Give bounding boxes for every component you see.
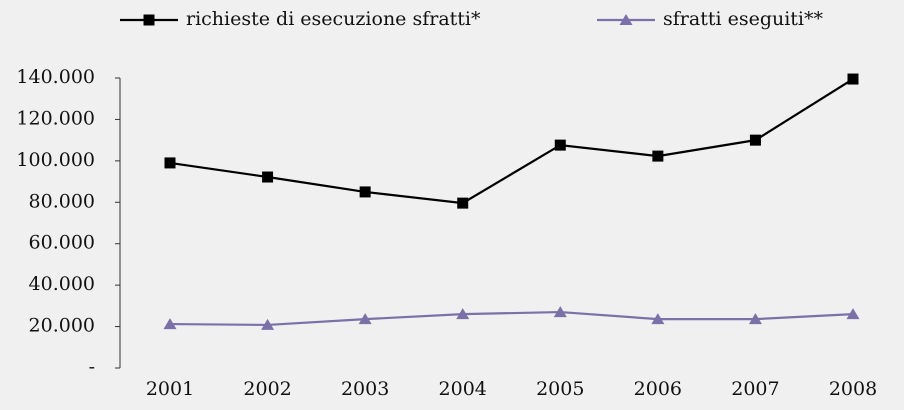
series-line xyxy=(169,78,854,205)
y-tick-label: 120.000 xyxy=(16,107,95,129)
y-tick-label: 140.000 xyxy=(16,66,95,88)
legend-label: sfratti eseguiti** xyxy=(663,8,824,30)
marker xyxy=(163,318,177,330)
y-tick-label: 100.000 xyxy=(16,149,95,171)
x-tick-label: 2002 xyxy=(243,378,291,400)
marker xyxy=(164,157,176,169)
legend-label: richieste di esecuzione sfratti* xyxy=(186,8,481,30)
x-tick-label: 2003 xyxy=(341,378,389,400)
y-tick-label: 20.000 xyxy=(29,315,95,337)
marker xyxy=(261,318,275,330)
x-tick-label: 2007 xyxy=(731,378,779,400)
marker xyxy=(847,73,859,85)
x-tick-label: 2001 xyxy=(146,378,194,400)
series-line xyxy=(169,310,854,327)
marker xyxy=(651,313,665,325)
marker xyxy=(846,308,860,320)
marker xyxy=(456,308,470,320)
y-tick-label: 80.000 xyxy=(29,190,95,212)
x-tick-label: 2005 xyxy=(536,378,584,400)
marker xyxy=(358,313,372,325)
marker xyxy=(359,186,371,198)
x-tick-label: 2006 xyxy=(634,378,682,400)
marker xyxy=(553,306,567,318)
marker xyxy=(262,171,274,183)
y-tick-label: 60.000 xyxy=(29,232,95,254)
marker xyxy=(554,139,566,151)
marker xyxy=(748,313,762,325)
legend-marker xyxy=(619,14,633,25)
y-tick-label: - xyxy=(89,356,95,378)
marker xyxy=(652,150,664,162)
marker xyxy=(457,197,469,209)
x-tick-label: 2004 xyxy=(439,378,487,400)
marker xyxy=(749,134,761,146)
x-tick-label: 2008 xyxy=(829,378,877,400)
legend-marker xyxy=(143,14,155,26)
y-tick-label: 40.000 xyxy=(29,273,95,295)
